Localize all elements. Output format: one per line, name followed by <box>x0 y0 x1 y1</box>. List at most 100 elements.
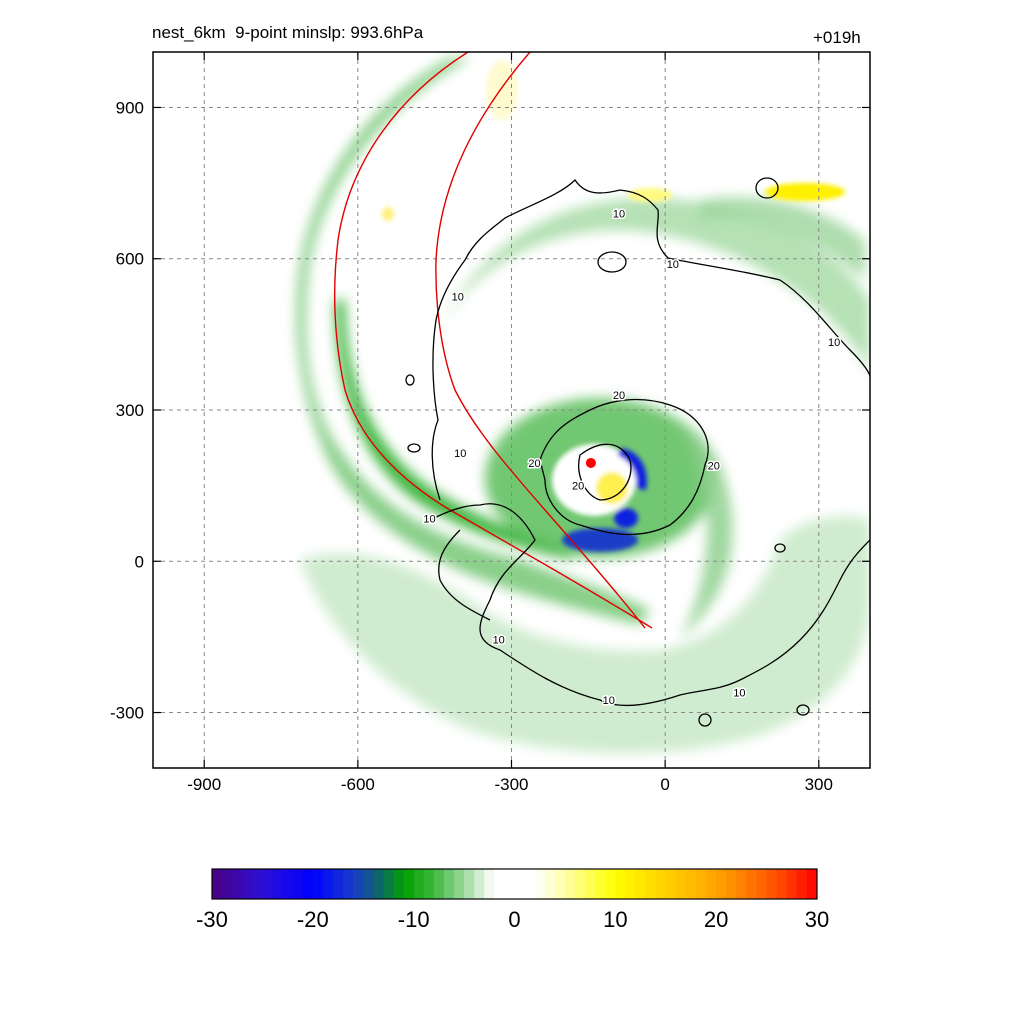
colorbar-cell <box>454 869 465 899</box>
colorbar: -30 -20 -10 0 10 20 30 <box>196 868 829 932</box>
colorbar-cell <box>262 869 273 899</box>
y-tick-label: 300 <box>116 401 144 420</box>
colorbar-cell <box>282 869 294 899</box>
colorbar-cell <box>605 869 616 899</box>
colorbar-cell <box>383 869 394 899</box>
colorbar-cell <box>353 869 364 899</box>
colorbar-cell <box>716 869 727 899</box>
x-axis: -900 -600 -300 0 300 <box>187 52 833 794</box>
x-tick-label: -300 <box>494 775 528 794</box>
colorbar-cell <box>272 869 284 899</box>
contour-label: 10 <box>423 513 435 525</box>
colorbar-cell <box>615 869 626 899</box>
field-yellow-patch-ne <box>765 183 845 201</box>
contour-label: 10 <box>452 292 464 304</box>
colorbar-cell <box>806 869 818 899</box>
colorbar-cell <box>595 869 606 899</box>
contour-small-4 <box>698 713 712 727</box>
contour-label: 20 <box>708 460 720 472</box>
colorbar-tick-label: 10 <box>603 907 627 932</box>
contour-label: 20 <box>528 458 540 470</box>
contour-label: 10 <box>733 687 745 699</box>
colorbar-cell <box>534 869 546 899</box>
contour-label: 20 <box>613 390 625 402</box>
colorbar-cell <box>726 869 737 899</box>
colorbar-cell <box>655 869 667 899</box>
field-dark-band <box>335 300 575 560</box>
field-yellow-patch-n <box>628 188 672 202</box>
colorbar-cell <box>302 869 314 899</box>
colorbar-cell <box>665 869 677 899</box>
colorbar-cell <box>343 869 354 899</box>
colorbar-cell <box>322 869 334 899</box>
colorbar-cell <box>433 869 445 899</box>
contour-10-ne-blob <box>755 177 779 199</box>
colorbar-cell <box>464 869 475 899</box>
contour-label: 10 <box>667 259 679 271</box>
y-tick-label: 600 <box>116 250 144 269</box>
x-tick-label: -900 <box>187 775 221 794</box>
colorbar-cell <box>474 869 485 899</box>
field-yellow-patch-w <box>382 207 394 221</box>
colorbar-cell <box>242 869 253 899</box>
colorbar-tick-label: -30 <box>196 907 228 932</box>
field-eyewall-blue-se <box>614 508 638 528</box>
colorbar-cell <box>514 869 526 899</box>
colorbar-cell <box>524 869 536 899</box>
colorbar-cell <box>645 869 657 899</box>
colorbar-cell <box>776 869 788 899</box>
y-axis: -300 0 300 600 900 <box>110 98 870 723</box>
colorbar-cell <box>484 869 495 899</box>
colorbar-cell <box>212 869 223 899</box>
contour-lines <box>405 177 870 727</box>
field-eye-positive <box>596 472 628 504</box>
colorbar-cell <box>554 869 566 899</box>
contour-small-5 <box>796 704 810 716</box>
contour-label: 10 <box>828 337 840 349</box>
colorbar-tick-label: -20 <box>297 907 329 932</box>
contour-small-2 <box>407 443 421 453</box>
colorbar-cell <box>373 869 384 899</box>
colorbar-cell <box>756 869 768 899</box>
colorbar-cell <box>766 869 778 899</box>
field-band-east <box>680 420 733 640</box>
x-tick-label: 0 <box>660 775 669 794</box>
field-spiral-band-ne <box>700 196 865 280</box>
colorbar-cell <box>252 869 263 899</box>
colorbar-cell <box>232 869 243 899</box>
chart-title: nest_6km 9-point minslp: 993.6hPa <box>152 23 424 42</box>
contour-10-west <box>438 529 491 621</box>
contour-10-n-blob <box>597 251 627 273</box>
contour-label: 10 <box>454 448 466 460</box>
colorbar-tick-labels: -30 -20 -10 0 10 20 30 <box>196 907 829 932</box>
contour-20-eyewall <box>539 398 709 536</box>
x-tick-label: 300 <box>805 775 833 794</box>
colorbar-cell <box>544 869 556 899</box>
colorbar-tick-label: 0 <box>508 907 520 932</box>
colorbar-cell <box>696 869 707 899</box>
contour-20-inner <box>578 443 632 501</box>
field-eyewall-blue-s <box>562 528 638 552</box>
colorbar-cell <box>736 869 747 899</box>
colorbar-cell <box>575 869 586 899</box>
colorbar-cell <box>292 869 304 899</box>
colorbar-cell <box>494 869 505 899</box>
y-tick-label: -300 <box>110 704 144 723</box>
colorbar-cell <box>585 869 596 899</box>
colorbar-tick-label: -10 <box>398 907 430 932</box>
shaded-field <box>296 58 870 754</box>
contour-small-3 <box>774 543 786 553</box>
contour-label: 20 <box>572 481 584 493</box>
x-tick-label: -600 <box>341 775 375 794</box>
field-light-green-south <box>300 516 870 754</box>
colorbar-cell <box>443 869 455 899</box>
field-yellow-patch-nw <box>486 60 518 120</box>
colorbar-frame <box>211 868 818 900</box>
y-tick-label: 900 <box>116 98 144 117</box>
colorbar-cells <box>212 869 818 899</box>
contour-10-outer <box>431 178 870 501</box>
contour-label: 10 <box>613 208 625 220</box>
colorbar-tick-label: 30 <box>805 907 829 932</box>
